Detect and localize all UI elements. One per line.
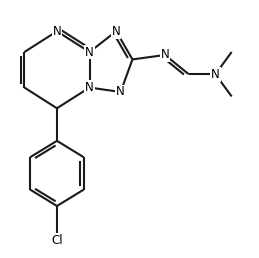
Text: Cl: Cl <box>51 233 63 247</box>
Text: N: N <box>85 81 94 94</box>
Text: N: N <box>85 45 94 59</box>
Text: N: N <box>161 49 169 61</box>
Text: N: N <box>53 25 61 38</box>
Text: N: N <box>116 85 125 99</box>
Text: N: N <box>112 25 120 38</box>
Text: N: N <box>211 68 220 81</box>
